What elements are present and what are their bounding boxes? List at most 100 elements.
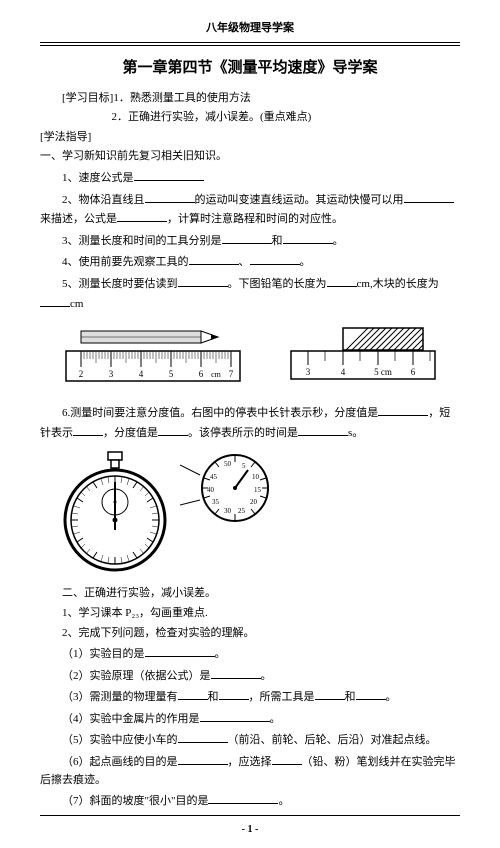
goals-line1: [学习目标]1．熟悉测量工具的使用方法 [40,90,460,108]
svg-text:30: 30 [224,507,232,515]
s2-2-6b: ，应选择 [228,756,272,768]
svg-text:7: 7 [228,369,233,379]
s2-2-4a: （4）实验中金属片的作用是 [62,713,200,725]
blank [315,687,345,700]
q5d-text: cm [70,298,83,310]
svg-text:5: 5 [242,462,246,470]
q4a-text: 4、使用前要先观察工具的 [62,256,189,268]
s2-2-7: （7）斜面的坡度"很小"目的是。 [40,791,460,811]
svg-text:45: 45 [210,473,218,481]
goals-label: [学习目标] [62,92,113,104]
blank [250,252,300,265]
s2-2-6a: （6）起点画线的目的是 [62,756,178,768]
s2-2-1: （1）实验目的是 。 [40,644,460,664]
svg-text:6: 6 [198,369,203,379]
ruler-figures-row: 2 3 4 5 6 cm 7 [40,323,460,393]
s2-2-4b: 。 [270,713,281,725]
svg-text:10: 10 [252,473,260,481]
goal1-text: 1．熟悉测量工具的使用方法 [113,92,251,104]
svg-text:3: 3 [305,367,310,377]
s2-2-7b: 。 [278,795,289,807]
blank [73,423,103,436]
svg-text:6: 6 [410,367,415,377]
s2-2-2a: （2）实验原理（依据公式）是 [62,670,211,682]
q6c-text: ，分度值是 [103,427,158,439]
blank [134,168,204,181]
s2-2-3b: 和 [208,691,219,703]
svg-text:20: 20 [250,498,258,506]
q4b-text: 、 [239,256,250,268]
s2-2-4: （4）实验中金属片的作用是 。 [40,709,460,729]
svg-text:40: 40 [207,486,215,494]
blank [404,190,454,203]
goal2-text: 2．正确进行实验，减小误差。(重点难点) [112,111,312,123]
svg-text:3: 3 [108,369,113,379]
q1-line: 1、速度公式是 [40,168,460,188]
s2-2-1a: （1）实验目的是 [62,648,145,660]
svg-text:2: 2 [78,369,83,379]
page-header: 八年级物理导学案 [40,20,460,42]
s2-2-3a: （3）需测量的物理量有 [62,691,178,703]
blank [189,252,239,265]
q6e-text: s。 [348,427,363,439]
method-label: [学法指导] [40,129,460,147]
q2-line: 2、物体沿直线且 的运动叫变速直线运动。其运动快慢可以用来描述，公式是 ，计算时注意… [40,190,460,229]
svg-text:50: 50 [224,460,232,468]
svg-text:5: 5 [168,369,173,379]
q2d-text: ，计算时注意路程和时间的对应性。 [167,213,343,225]
q6a-text: 6.测量时间要注意分度值。右图中的停表中长针表示秒，分度值是 [62,407,378,419]
svg-text:cm: cm [211,370,222,379]
svg-text:4: 4 [138,369,143,379]
s2-2-2: （2）实验原理（依据公式）是 。 [40,666,460,686]
s2-2-3c: ，所需工具是 [249,691,315,703]
blank [272,752,302,765]
header-rule [40,42,460,46]
q5a-text: 5、测量长度时要估读到 [62,278,178,290]
blank [117,209,167,222]
svg-text:35: 35 [212,498,220,506]
q1-text: 1、速度公式是 [62,172,134,184]
q4c-text: 。 [300,256,311,268]
s2-2-3e: 。 [386,691,397,703]
q3-line: 3、测量长度和时间的工具分别是 和 。 [40,231,460,251]
q3c-text: 。 [333,235,344,247]
page-title: 第一章第四节《测量平均速度》导学案 [40,56,460,80]
q5-line: 5、测量长度时要估读到 。下图铅笔的长度为 cm,木块的长度为 cm [40,274,460,313]
blank [158,423,188,436]
q2a-text: 2、物体沿直线且 [62,194,145,206]
s2-2-5a: （5）实验中应使小车的 [62,734,178,746]
blank [211,666,261,679]
page-footer: - 1 - [40,822,460,838]
s2-2-2b: 。 [261,670,272,682]
stopwatch-figure-row: 50 5 10 15 20 25 30 35 40 45 [60,450,460,575]
q6d-text: 。该停表所示的时间是 [188,427,298,439]
s2-2-5: （5）实验中应使小车的 （前沿、前轮、后轮、后沿）对准起点线。 [40,730,460,750]
q2b-text: 的运动叫变速直线运动。其运动快慢可以用 [195,194,404,206]
q3b-text: 和 [272,235,283,247]
s2-2-5b: （前沿、前轮、后轮、后沿）对准起点线。 [228,734,437,746]
stopwatch-small-dial-zoom: 50 5 10 15 20 25 30 35 40 45 [180,450,275,530]
svg-text:4: 4 [340,367,345,377]
ruler-block-figure: 3 4 5 cm 6 [288,323,438,393]
q5b-text: 。下图铅笔的长度为 [228,278,327,290]
q5c-text: cm,木块的长度为 [357,278,439,290]
footer-rule [40,815,460,816]
s2-2: 2、完成下列问题，检查对实验的理解。 [40,625,460,643]
blank [178,730,228,743]
s2-2-6: （6）起点画线的目的是，应选择（铅、粉）笔划线并在实验完毕后擦去痕迹。 [40,752,460,789]
s2-2-1b: 。 [215,648,226,660]
blank [145,190,195,203]
q2c-text: 来描述，公式是 [40,213,117,225]
q4-line: 4、使用前要先观察工具的 、 。 [40,252,460,272]
section1-title: 一、学习新知识前先复习相关旧知识。 [40,148,460,166]
blank [298,423,348,436]
blank [356,687,386,700]
section2-title: 二、正确进行实验，减小误差。 [40,585,460,603]
blank [200,709,270,722]
blank [219,687,249,700]
q3a-text: 3、测量长度和时间的工具分别是 [62,235,222,247]
blank [378,403,428,416]
s2-1: 1、学习课本 P₂₃，勾画重难点. [40,605,460,623]
blank [283,231,333,244]
goals-line2: 2．正确进行实验，减小误差。(重点难点) [40,109,460,127]
